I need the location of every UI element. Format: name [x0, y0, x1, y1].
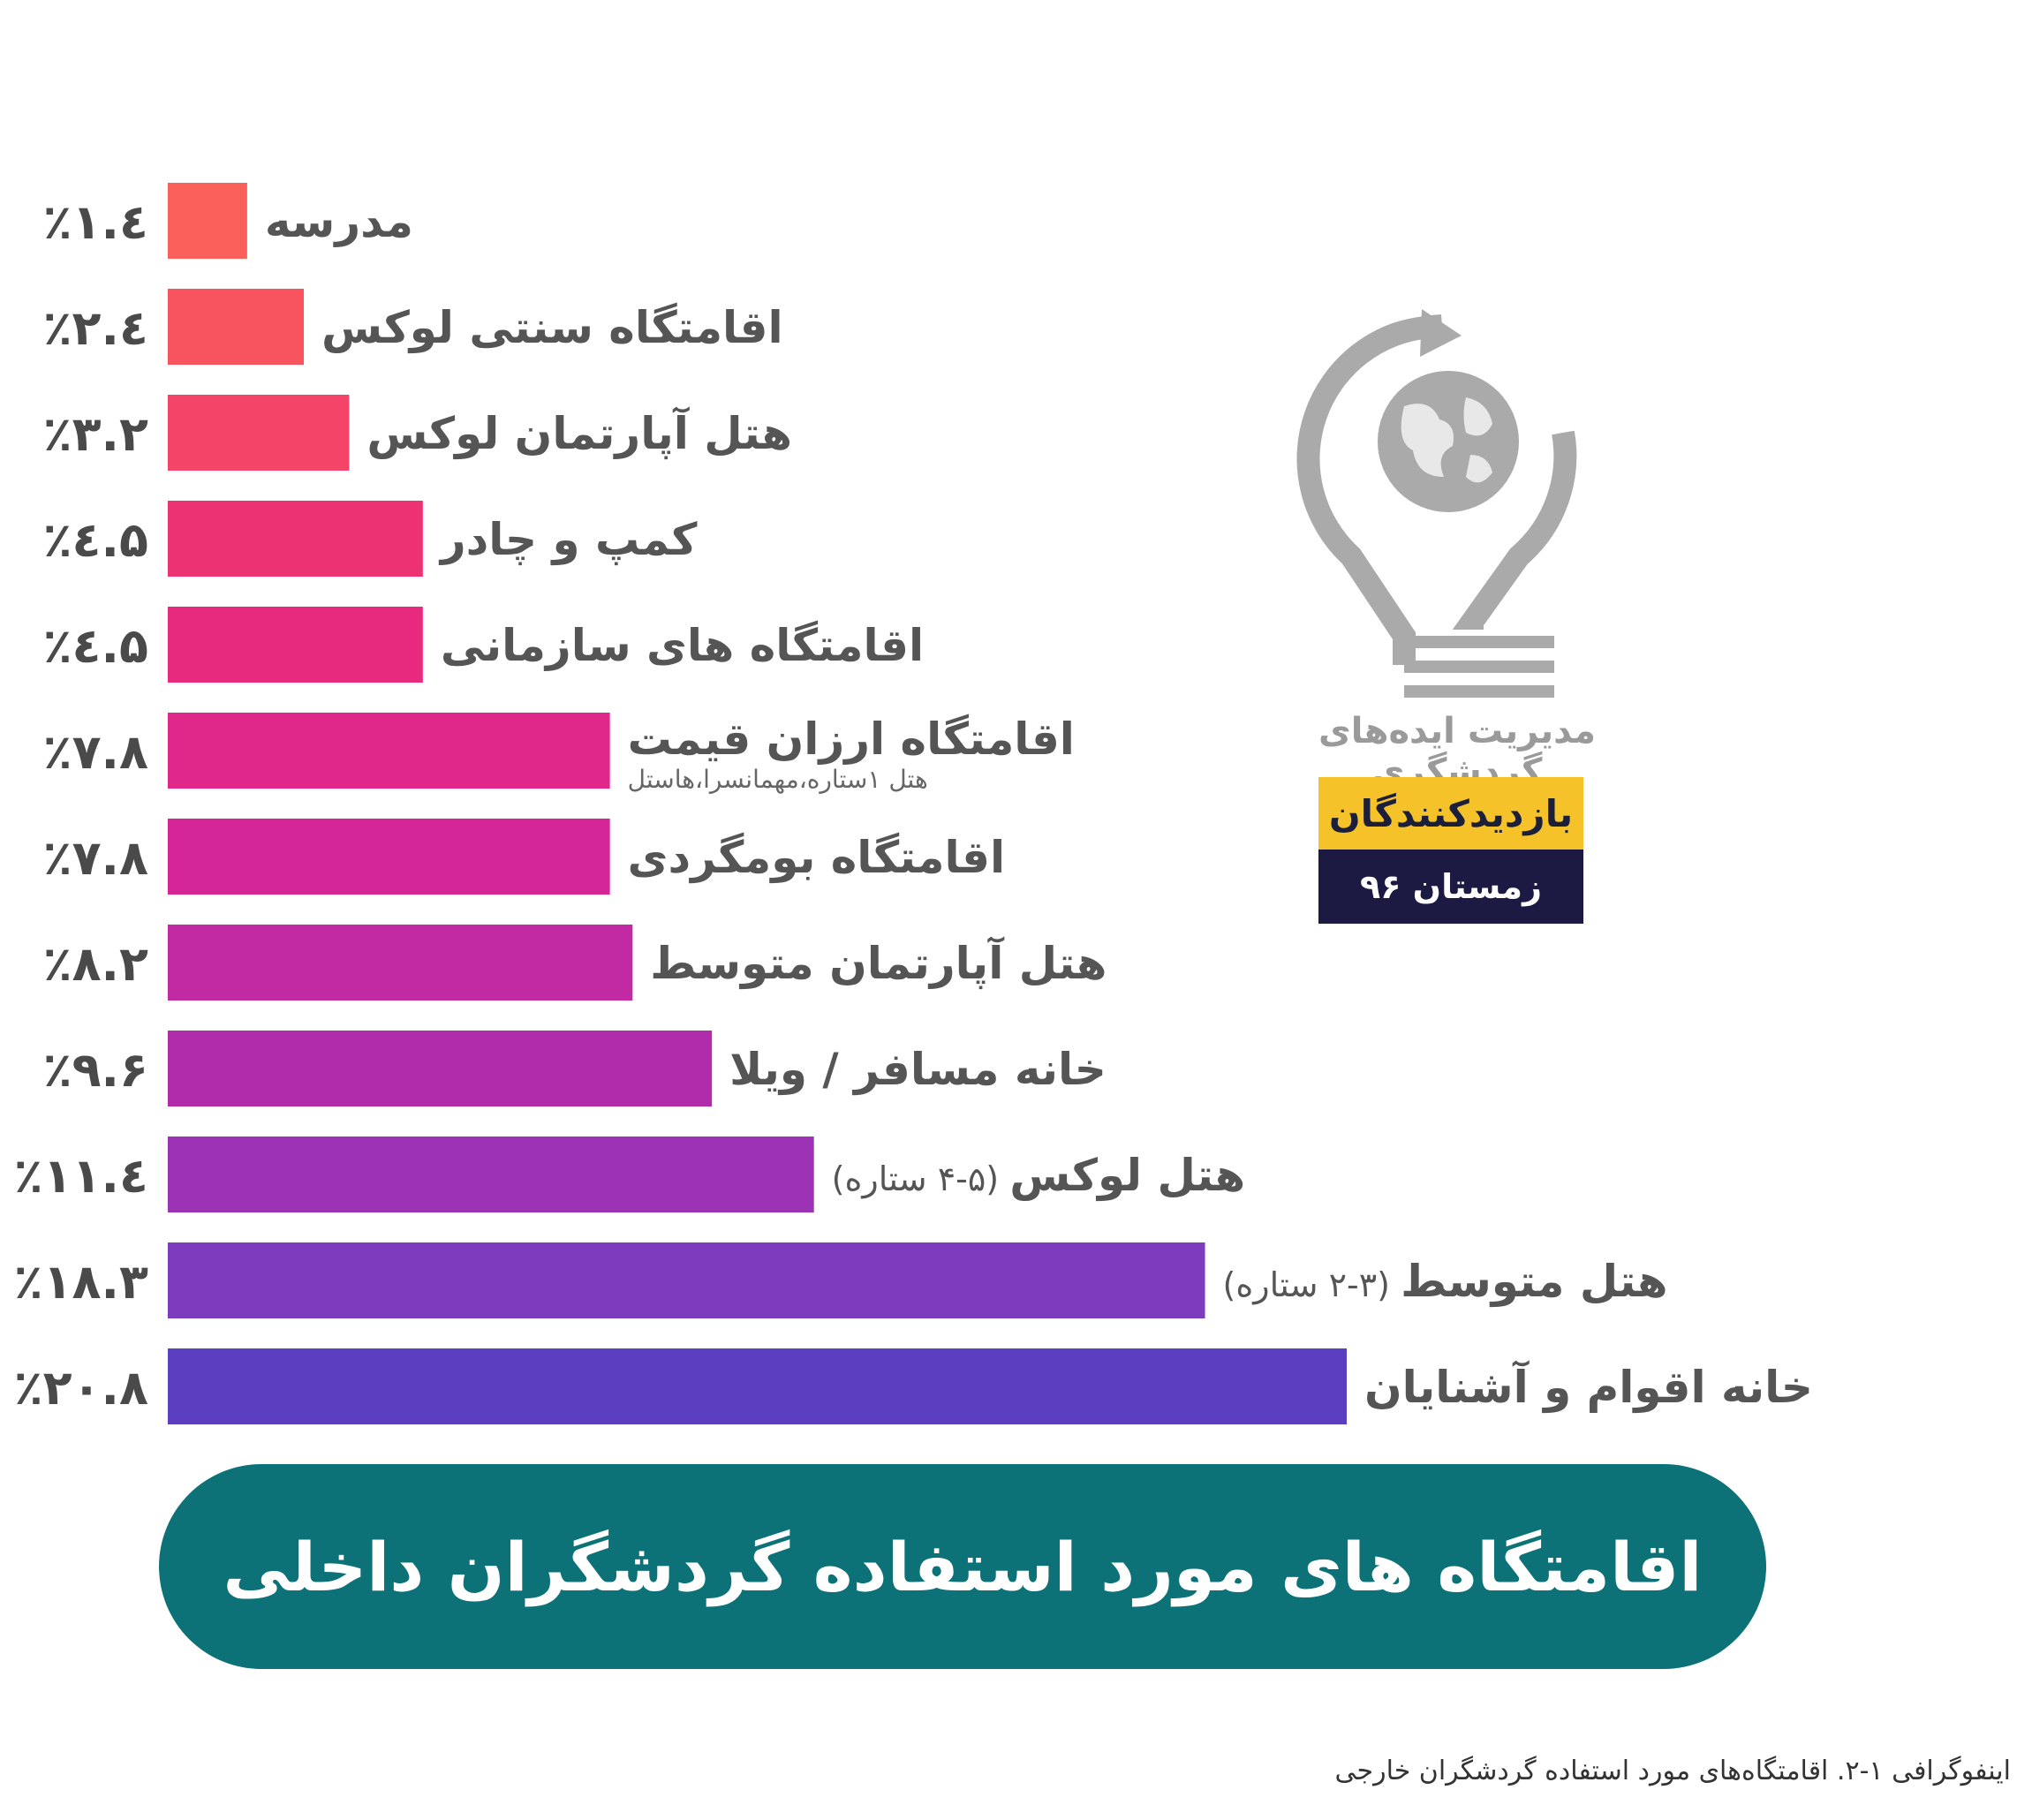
category-label-11: هتل متوسط (۳-۲ ستاره)	[1223, 1256, 1668, 1308]
value-label-10: ٪۱۱.٤	[14, 1148, 148, 1204]
category-note-11: (۳-۲ ستاره)	[1223, 1265, 1401, 1304]
bar-9	[168, 1031, 713, 1106]
category-label-9: خانه مسافر / ویلا	[729, 1044, 1107, 1096]
value-label-6: ٪۷.۸	[43, 724, 148, 780]
category-label-8: هتل آپارتمان متوسط	[650, 936, 1107, 990]
bar-chart: ٪۱.٤ مدرسه ٪۲.٤ اقامتگاه سنتی لوکس ٪۳.۲ هتل آ…	[14, 183, 1813, 1424]
category-label-2: اقامتگاه سنتی لوکس	[321, 302, 783, 354]
visitors-badge: بازدیدکنندگان	[1318, 777, 1583, 850]
bar-1	[168, 183, 247, 259]
category-label-6: اقامتگاه ارزان قیمت	[628, 714, 1075, 765]
lightbulb-globe-logo	[1296, 309, 1577, 698]
bar-8	[168, 925, 633, 1001]
bar-2	[168, 289, 305, 365]
bar-6	[168, 713, 610, 789]
category-label-12: خانه اقوام و آشنایان	[1364, 1360, 1813, 1414]
value-label-3: ٪۳.۲	[43, 406, 148, 462]
category-label-1: مدرسه	[265, 196, 413, 247]
figure-caption: اینفوگرافی ۱-۲. اقامتگاه‌های مورد استفاد…	[1334, 1756, 2011, 1786]
value-label-12: ٪۲۰.۸	[14, 1360, 148, 1416]
bar-5	[168, 607, 423, 683]
value-label-9: ٪۹.۶	[43, 1042, 148, 1098]
bar-10	[168, 1137, 814, 1212]
bar-11	[168, 1242, 1205, 1318]
value-label-5: ٪٤.۵	[43, 618, 148, 674]
value-label-2: ٪۲.٤	[43, 300, 148, 356]
bar-4	[168, 501, 423, 577]
value-label-8: ٪۸.۲	[43, 936, 148, 992]
chart-title: اقامتگاه های مورد استفاده گردشگران داخلی	[159, 1464, 1766, 1669]
category-label-10: هتل لوکس (۵-۴ ستاره)	[832, 1150, 1246, 1202]
value-label-1: ٪۱.٤	[43, 194, 148, 250]
season-badge: زمستان ۹۶	[1318, 850, 1583, 924]
bar-3	[168, 395, 350, 471]
category-sublabel-6: هتل ۱ستاره،مهمانسرا،هاستل	[628, 765, 928, 794]
value-label-7: ٪۷.۸	[43, 830, 148, 886]
category-label-3: هتل آپارتمان لوکس	[366, 406, 792, 460]
category-note-10: (۵-۴ ستاره)	[832, 1159, 1010, 1198]
bar-7	[168, 819, 610, 895]
category-label-5: اقامتگاه های سازمانی	[441, 620, 924, 671]
value-label-4: ٪٤.۵	[43, 512, 148, 568]
bar-12	[168, 1348, 1347, 1424]
value-label-11: ٪۱۸.۳	[14, 1254, 148, 1310]
category-label-7: اقامتگاه بومگردی	[628, 832, 1006, 884]
category-label-4: کمپ و چادر	[438, 514, 699, 566]
